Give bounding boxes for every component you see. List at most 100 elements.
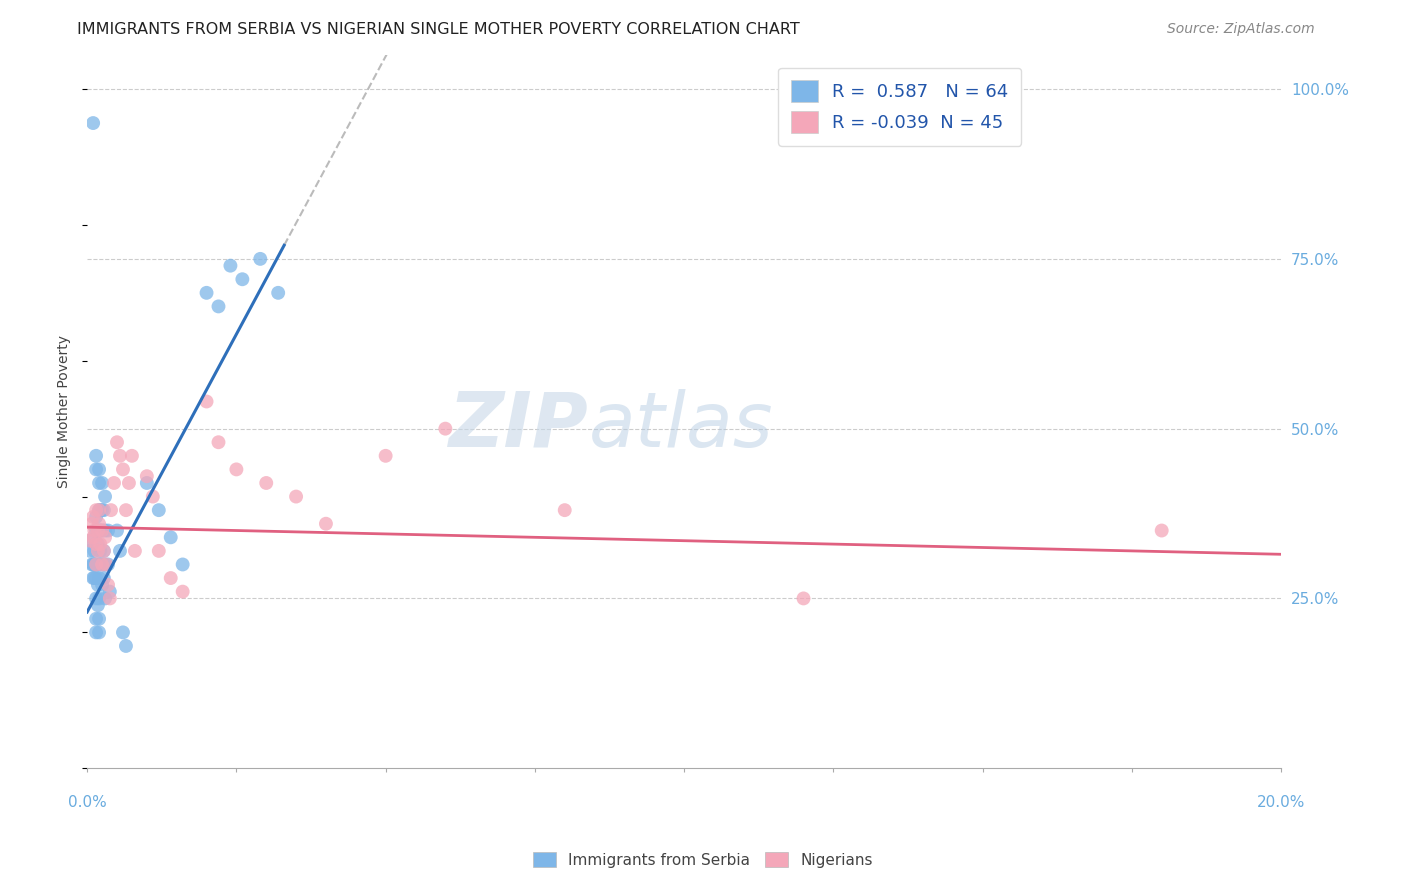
Point xyxy=(87,544,110,558)
Point xyxy=(83,544,105,558)
Point xyxy=(87,578,110,592)
Point xyxy=(84,449,107,463)
Point xyxy=(94,591,117,606)
Point xyxy=(87,503,110,517)
Point xyxy=(89,544,111,558)
Point xyxy=(118,475,141,490)
Point xyxy=(434,422,457,436)
Point xyxy=(87,516,110,531)
Point xyxy=(207,435,229,450)
Point xyxy=(82,510,104,524)
Point xyxy=(98,591,121,606)
Point xyxy=(124,544,146,558)
Legend: Immigrants from Serbia, Nigerians: Immigrants from Serbia, Nigerians xyxy=(527,846,879,873)
Point xyxy=(142,490,165,504)
Point xyxy=(87,599,110,613)
Text: IMMIGRANTS FROM SERBIA VS NIGERIAN SINGLE MOTHER POVERTY CORRELATION CHART: IMMIGRANTS FROM SERBIA VS NIGERIAN SINGL… xyxy=(77,22,800,37)
Point xyxy=(89,524,111,538)
Point xyxy=(105,435,128,450)
Point xyxy=(87,537,110,551)
Point xyxy=(285,490,308,504)
Point xyxy=(159,571,181,585)
Point xyxy=(84,503,107,517)
Point xyxy=(135,475,157,490)
Point xyxy=(148,544,170,558)
Point xyxy=(93,544,115,558)
Point xyxy=(96,558,118,572)
Point xyxy=(105,524,128,538)
Point xyxy=(93,571,115,585)
Text: Source: ZipAtlas.com: Source: ZipAtlas.com xyxy=(1167,22,1315,37)
Point xyxy=(84,591,107,606)
Point xyxy=(84,571,107,585)
Text: 20.0%: 20.0% xyxy=(1257,795,1305,810)
Point xyxy=(84,558,107,572)
Point xyxy=(83,571,105,585)
Text: atlas: atlas xyxy=(589,389,773,463)
Text: 0.0%: 0.0% xyxy=(67,795,107,810)
Point xyxy=(103,475,125,490)
Point xyxy=(111,625,134,640)
Point xyxy=(94,524,117,538)
Point xyxy=(87,571,110,585)
Point xyxy=(792,591,814,606)
Point xyxy=(87,524,110,538)
Point xyxy=(195,394,218,409)
Point xyxy=(84,462,107,476)
Point xyxy=(83,524,105,538)
Point xyxy=(87,558,110,572)
Point xyxy=(97,524,120,538)
Point xyxy=(108,544,131,558)
Point xyxy=(254,475,277,490)
Point xyxy=(80,558,103,572)
Point xyxy=(87,524,110,538)
Point xyxy=(87,462,110,476)
Point xyxy=(94,490,117,504)
Point xyxy=(79,533,101,548)
Point xyxy=(91,558,114,572)
Point xyxy=(94,558,117,572)
Point xyxy=(82,116,104,130)
Point xyxy=(87,591,110,606)
Point xyxy=(83,558,105,572)
Point xyxy=(82,558,104,572)
Point xyxy=(207,300,229,314)
Point xyxy=(91,558,114,572)
Point xyxy=(91,475,114,490)
Point xyxy=(89,503,111,517)
Point xyxy=(82,530,104,544)
Point xyxy=(115,503,138,517)
Point xyxy=(1150,524,1173,538)
Point xyxy=(91,524,114,538)
Point xyxy=(111,462,134,476)
Point xyxy=(91,503,114,517)
Point xyxy=(91,578,114,592)
Point xyxy=(84,510,107,524)
Point xyxy=(87,625,110,640)
Y-axis label: Single Mother Poverty: Single Mother Poverty xyxy=(58,335,72,488)
Point xyxy=(98,584,121,599)
Legend: R =  0.587   N = 64, R = -0.039  N = 45: R = 0.587 N = 64, R = -0.039 N = 45 xyxy=(779,68,1021,146)
Point xyxy=(97,558,120,572)
Point xyxy=(159,530,181,544)
Point xyxy=(84,558,107,572)
Point xyxy=(135,469,157,483)
Point xyxy=(374,449,396,463)
Point xyxy=(115,639,138,653)
Point xyxy=(100,503,122,517)
Point xyxy=(84,524,107,538)
Point xyxy=(93,503,115,517)
Point xyxy=(315,516,337,531)
Point xyxy=(82,571,104,585)
Point xyxy=(80,516,103,531)
Point xyxy=(84,625,107,640)
Point xyxy=(108,449,131,463)
Point xyxy=(219,259,242,273)
Point xyxy=(91,524,114,538)
Point xyxy=(79,533,101,548)
Point xyxy=(87,558,110,572)
Point xyxy=(89,537,111,551)
Point xyxy=(195,285,218,300)
Point xyxy=(97,578,120,592)
Point xyxy=(79,544,101,558)
